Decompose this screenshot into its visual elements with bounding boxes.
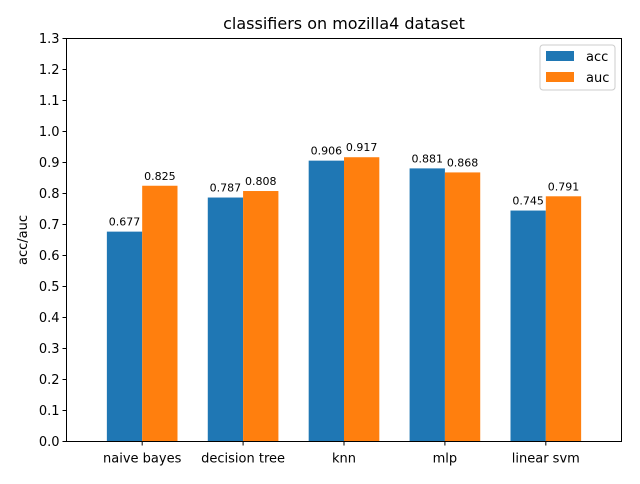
bar-value-label-auc-mlp: 0.868 <box>447 156 479 169</box>
bar-auc-knn <box>344 157 380 442</box>
legend-label-auc: auc <box>586 71 609 86</box>
y-tick-label: 1.3 <box>39 32 60 47</box>
x-tick-label-mlp: mlp <box>433 452 458 467</box>
y-tick-label: 0.2 <box>39 373 60 388</box>
x-axis-ticks: naive bayes decision tree knn mlp linear svm <box>103 441 580 467</box>
bar-value-label-auc-linear-svm: 0.791 <box>548 180 580 193</box>
bar-value-label-acc-mlp: 0.881 <box>412 152 444 165</box>
bar-value-label-acc-knn: 0.906 <box>311 145 343 158</box>
bar-acc-mlp <box>409 168 445 442</box>
y-tick-label: 0.5 <box>39 280 60 295</box>
y-tick-label: 0.6 <box>39 249 60 264</box>
bar-value-label-auc-knn: 0.917 <box>346 141 378 154</box>
y-tick-label: 1.1 <box>39 94 60 109</box>
bar-value-label-acc-decision-tree: 0.787 <box>210 182 242 195</box>
y-tick-label: 0.4 <box>39 311 60 326</box>
bar-auc-linear-svm <box>545 196 582 442</box>
legend: acc auc <box>539 44 616 91</box>
legend-swatch-acc <box>546 51 574 61</box>
y-tick-label: 0.7 <box>39 218 60 233</box>
y-axis-label: acc/auc <box>16 215 31 265</box>
bar-acc-knn <box>308 160 344 442</box>
bar-acc-naive-bayes <box>106 231 143 442</box>
y-axis-ticks: 0.0 0.1 0.2 0.3 0.4 0.5 0.6 0.7 0.8 0.9 1.0 1.1 1.2 1… <box>39 32 67 450</box>
chart-title: classifiers on mozilla4 dataset <box>223 14 465 33</box>
x-tick-label-knn: knn <box>332 452 356 467</box>
y-tick-label: 1.2 <box>39 63 60 78</box>
bars-layer <box>106 157 582 442</box>
bar-value-label-acc-linear-svm: 0.745 <box>512 195 544 208</box>
bar-auc-decision-tree <box>243 191 279 442</box>
y-tick-label: 1.0 <box>39 125 60 140</box>
y-tick-label: 0.3 <box>39 342 60 357</box>
x-tick-label-linear-svm: linear svm <box>512 452 580 467</box>
bar-auc-mlp <box>444 172 481 442</box>
bar-auc-naive-bayes <box>142 185 178 442</box>
bar-acc-decision-tree <box>207 197 244 442</box>
x-tick-label-naive-bayes: naive bayes <box>103 452 182 467</box>
legend-label-acc: acc <box>586 50 608 65</box>
legend-swatch-auc <box>546 72 574 82</box>
y-tick-label: 0.0 <box>39 435 60 450</box>
bar-value-label-auc-naive-bayes: 0.825 <box>144 170 176 183</box>
bar-value-label-acc-naive-bayes: 0.677 <box>109 216 141 229</box>
bar-value-label-auc-decision-tree: 0.808 <box>245 175 277 188</box>
plot-area-frame <box>66 38 622 442</box>
y-tick-label: 0.1 <box>39 404 60 419</box>
x-tick-label-decision-tree: decision tree <box>201 452 285 467</box>
bar-acc-linear-svm <box>510 210 546 442</box>
y-tick-label: 0.9 <box>39 156 60 171</box>
y-tick-label: 0.8 <box>39 187 60 202</box>
